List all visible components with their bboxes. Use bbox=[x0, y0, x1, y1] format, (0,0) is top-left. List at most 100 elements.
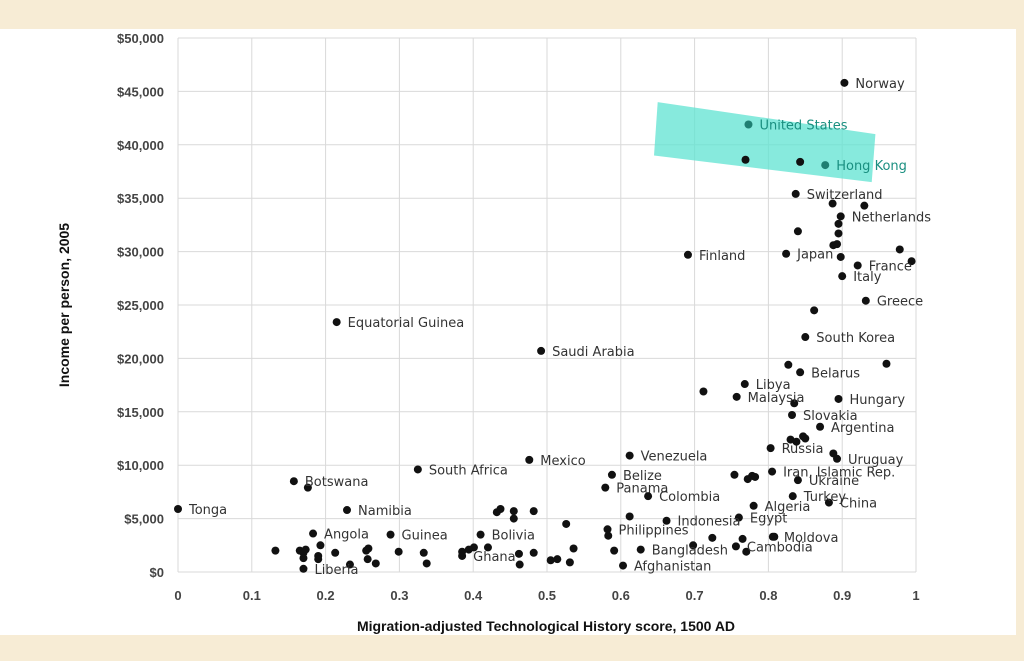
data-point bbox=[731, 542, 740, 551]
x-tick-label: 0.9 bbox=[833, 588, 851, 603]
data-point bbox=[836, 252, 845, 261]
data-point bbox=[316, 541, 325, 550]
data-point bbox=[299, 564, 308, 573]
x-tick-label: 0.7 bbox=[686, 588, 704, 603]
x-tick-label: 1 bbox=[912, 588, 919, 603]
data-point-label: Colombia bbox=[659, 490, 720, 505]
data-point bbox=[537, 346, 546, 355]
data-point bbox=[174, 504, 182, 513]
data-point-label: Mexico bbox=[540, 454, 585, 469]
data-point bbox=[816, 422, 825, 431]
data-point bbox=[314, 555, 323, 564]
x-tick-label: 0.2 bbox=[317, 588, 335, 603]
data-point bbox=[730, 470, 739, 479]
data-point bbox=[834, 394, 843, 403]
data-point bbox=[793, 227, 802, 236]
data-point-label: Botswana bbox=[305, 475, 369, 490]
data-point bbox=[861, 296, 870, 305]
data-point bbox=[836, 212, 845, 221]
data-point bbox=[734, 513, 743, 522]
data-point bbox=[782, 249, 791, 258]
data-point bbox=[853, 261, 862, 270]
data-point-label: Greece bbox=[877, 295, 923, 310]
data-point bbox=[529, 507, 538, 516]
data-point bbox=[788, 411, 797, 420]
data-point bbox=[882, 359, 891, 368]
data-point-label: Venezuela bbox=[641, 450, 708, 465]
highlight-band-shape bbox=[654, 102, 876, 183]
data-point-label: Turkey bbox=[803, 490, 847, 505]
data-points bbox=[174, 78, 916, 573]
data-point bbox=[515, 560, 524, 569]
x-axis-title: Migration-adjusted Technological History… bbox=[357, 618, 735, 634]
data-point-label: France bbox=[869, 259, 912, 274]
data-point bbox=[464, 545, 473, 554]
data-point bbox=[833, 454, 842, 463]
data-point bbox=[601, 483, 610, 492]
data-point bbox=[834, 219, 843, 228]
data-point bbox=[824, 498, 833, 507]
data-point-label: Equatorial Guinea bbox=[348, 316, 465, 331]
data-point bbox=[483, 543, 492, 552]
data-point bbox=[458, 551, 467, 560]
data-point bbox=[301, 545, 310, 554]
data-point-label: Indonesia bbox=[678, 515, 741, 530]
x-axis-ticks: 0 0.1 0.2 0.3 0.4 0.5 0.6 0.7 0.8 0.9 1 bbox=[174, 588, 919, 603]
data-point-label: United States bbox=[759, 119, 847, 134]
data-point bbox=[768, 532, 777, 541]
highlight-band bbox=[654, 102, 876, 183]
data-point bbox=[625, 512, 634, 521]
data-point bbox=[683, 250, 692, 259]
data-point bbox=[331, 548, 340, 557]
data-point bbox=[708, 533, 717, 542]
data-point-label: Slovakia bbox=[803, 409, 858, 424]
data-point bbox=[565, 558, 574, 567]
data-point bbox=[419, 548, 428, 557]
data-point-label: Bangladesh bbox=[652, 544, 728, 559]
data-point-label: Liberia bbox=[314, 563, 358, 578]
data-point bbox=[907, 257, 916, 266]
data-point bbox=[343, 506, 352, 515]
data-point bbox=[741, 155, 750, 164]
y-tick-label: $45,000 bbox=[117, 84, 164, 99]
data-point-label: Argentina bbox=[831, 421, 894, 436]
x-tick-label: 0.8 bbox=[759, 588, 777, 603]
data-point bbox=[569, 544, 578, 553]
data-point bbox=[860, 201, 869, 210]
data-point bbox=[833, 240, 842, 249]
data-point bbox=[509, 514, 518, 523]
data-point-label: Saudi Arabia bbox=[552, 345, 635, 360]
data-point bbox=[413, 465, 422, 474]
y-tick-label: $30,000 bbox=[117, 245, 164, 260]
data-point bbox=[553, 555, 562, 564]
data-point-label: Belize bbox=[623, 469, 662, 484]
data-point bbox=[751, 472, 760, 481]
data-point bbox=[834, 229, 843, 238]
data-point bbox=[529, 548, 538, 557]
y-tick-label: $15,000 bbox=[117, 405, 164, 420]
data-point bbox=[562, 519, 571, 528]
y-tick-label: $20,000 bbox=[117, 351, 164, 366]
data-point-label: Panama bbox=[616, 482, 668, 497]
x-tick-label: 0.5 bbox=[538, 588, 556, 603]
data-point bbox=[604, 531, 613, 540]
data-point-label: Ghana bbox=[473, 550, 516, 565]
data-point bbox=[740, 380, 749, 389]
y-axis-ticks: $0 $5,000 $10,000 $15,000 $20,000 $25,000 $30,… bbox=[117, 31, 164, 580]
data-point-label: Guinea bbox=[402, 529, 448, 544]
data-point bbox=[271, 546, 280, 555]
data-point bbox=[766, 444, 775, 453]
data-point bbox=[476, 530, 485, 539]
data-point bbox=[362, 546, 371, 555]
data-point bbox=[422, 559, 431, 568]
data-point bbox=[603, 525, 612, 534]
data-point bbox=[636, 545, 645, 554]
data-point bbox=[821, 161, 830, 170]
data-point bbox=[525, 455, 534, 464]
data-point-label: Belarus bbox=[811, 366, 860, 381]
data-point bbox=[784, 360, 793, 369]
data-point bbox=[738, 534, 747, 543]
data-point-label: Ukraine bbox=[809, 474, 859, 489]
